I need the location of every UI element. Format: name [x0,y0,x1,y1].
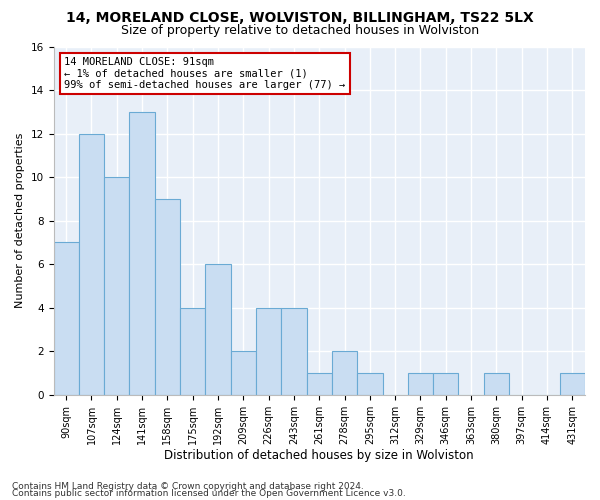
Bar [332,352,357,395]
Bar [281,308,307,395]
Text: Size of property relative to detached houses in Wolviston: Size of property relative to detached ho… [121,24,479,37]
Text: Contains public sector information licensed under the Open Government Licence v3: Contains public sector information licen… [12,490,406,498]
Bar [560,373,585,395]
Text: 14, MORELAND CLOSE, WOLVISTON, BILLINGHAM, TS22 5LX: 14, MORELAND CLOSE, WOLVISTON, BILLINGHA… [66,11,534,25]
Bar [230,352,256,395]
Bar [205,264,230,395]
Y-axis label: Number of detached properties: Number of detached properties [15,133,25,308]
Text: 14 MORELAND CLOSE: 91sqm
← 1% of detached houses are smaller (1)
99% of semi-det: 14 MORELAND CLOSE: 91sqm ← 1% of detache… [64,57,346,90]
Bar [130,112,155,395]
Bar [256,308,281,395]
Bar [484,373,509,395]
Bar [53,242,79,395]
X-axis label: Distribution of detached houses by size in Wolviston: Distribution of detached houses by size … [164,450,474,462]
Bar [408,373,433,395]
Bar [155,199,180,395]
Bar [104,177,130,395]
Bar [357,373,383,395]
Text: Contains HM Land Registry data © Crown copyright and database right 2024.: Contains HM Land Registry data © Crown c… [12,482,364,491]
Bar [307,373,332,395]
Bar [79,134,104,395]
Bar [433,373,458,395]
Bar [180,308,205,395]
